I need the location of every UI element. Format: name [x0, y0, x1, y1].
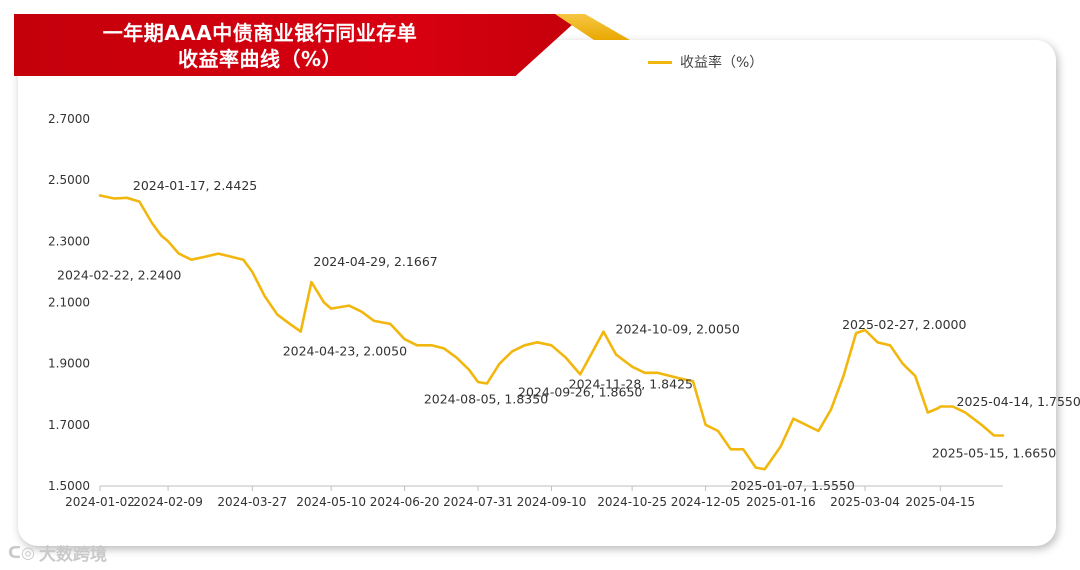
x-tick-label: 2024-01-02: [65, 495, 135, 509]
watermark: ᑕ◎ 大数跨境: [8, 540, 107, 565]
x-tick-label: 2025-01-16: [746, 495, 816, 509]
y-tick-label: 1.9000: [48, 357, 90, 371]
x-tick-label: 2024-10-25: [597, 495, 667, 509]
watermark-logo-icon: ᑕ◎: [8, 543, 36, 562]
data-label: 2024-02-22, 2.2400: [57, 268, 181, 283]
chart-title-line2: 收益率曲线（%）: [177, 47, 343, 71]
data-label: 2025-04-14, 1.7550: [957, 394, 1080, 409]
chart-legend: 收益率（%）: [648, 52, 763, 72]
data-label: 2024-04-23, 2.0050: [283, 344, 407, 359]
data-label: 2024-10-09, 2.0050: [616, 322, 740, 337]
x-tick-label: 2024-07-31: [443, 495, 513, 509]
x-tick-label: 2024-09-10: [517, 495, 587, 509]
x-tick-label: 2024-02-09: [133, 495, 203, 509]
legend-label: 收益率（%）: [680, 55, 764, 71]
y-tick-label: 2.7000: [48, 112, 90, 126]
x-tick-label: 2024-05-10: [296, 495, 366, 509]
x-tick-label: 2024-03-27: [217, 495, 287, 509]
data-label: 2024-09-26, 1.8650: [518, 384, 642, 399]
y-tick-label: 2.5000: [48, 173, 90, 187]
y-tick-label: 1.7000: [48, 418, 90, 432]
chart-card: [18, 40, 1056, 546]
data-label: 2025-02-27, 2.0000: [842, 317, 966, 332]
data-label: 2024-01-17, 2.4425: [133, 178, 257, 193]
y-tick-label: 2.1000: [48, 296, 90, 310]
data-label: 2024-08-05, 1.8350: [424, 392, 548, 407]
x-tick-label: 2024-12-05: [671, 495, 741, 509]
x-tick-label: 2025-03-04: [830, 495, 900, 509]
y-tick-label: 1.5000: [48, 479, 90, 493]
x-tick-label: 2024-06-20: [370, 495, 440, 509]
x-tick-label: 2025-04-15: [905, 495, 975, 509]
chart-title-line1: 一年期AAA中债商业银行同业存单: [102, 21, 418, 45]
data-label: 2024-04-29, 2.1667: [313, 254, 437, 269]
watermark-text: 大数跨境: [39, 545, 108, 565]
chart-title: 一年期AAA中债商业银行同业存单 收益率曲线（%）: [40, 20, 480, 72]
data-label: 2025-05-15, 1.6650: [932, 446, 1056, 461]
series-line: [98, 194, 1005, 471]
data-label: 2024-11-28, 1.8425: [569, 376, 693, 391]
legend-swatch: [648, 60, 672, 64]
y-tick-label: 2.3000: [48, 234, 90, 248]
data-label: 2025-01-07, 1.5550: [731, 478, 855, 493]
title-banner: [14, 14, 584, 76]
